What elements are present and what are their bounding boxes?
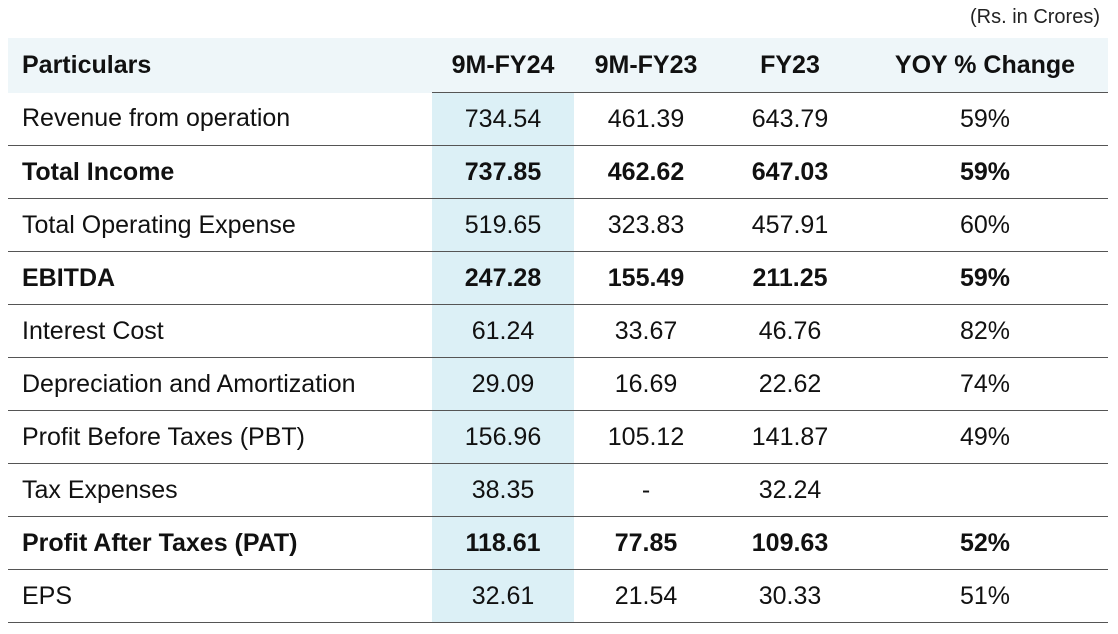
cell-9m-fy24: 247.28 <box>432 251 574 305</box>
cell-9m-fy23: 33.67 <box>574 304 718 358</box>
cell-9m-fy23: 323.83 <box>574 198 718 252</box>
row-label: Profit Before Taxes (PBT) <box>8 410 432 464</box>
cell-fy23: 32.24 <box>718 463 862 517</box>
cell-9m-fy23: 105.12 <box>574 410 718 464</box>
cell-yoy: 74% <box>862 357 1108 411</box>
cell-9m-fy23: 462.62 <box>574 145 718 199</box>
cell-yoy <box>862 463 1108 517</box>
cell-yoy: 59% <box>862 92 1108 146</box>
header-yoy-change: YOY % Change <box>862 38 1108 93</box>
cell-9m-fy23: 16.69 <box>574 357 718 411</box>
cell-fy23: 457.91 <box>718 198 862 252</box>
table-row: Total Operating Expense 519.65 323.83 45… <box>8 198 1108 252</box>
cell-9m-fy24: 38.35 <box>432 463 574 517</box>
row-label: EPS <box>8 569 432 623</box>
row-label: Profit After Taxes (PAT) <box>8 516 432 570</box>
cell-fy23: 647.03 <box>718 145 862 199</box>
cell-9m-fy24: 61.24 <box>432 304 574 358</box>
cell-fy23: 46.76 <box>718 304 862 358</box>
header-9m-fy24: 9M-FY24 <box>432 38 574 93</box>
cell-9m-fy24: 734.54 <box>432 92 574 146</box>
cell-9m-fy24: 737.85 <box>432 145 574 199</box>
row-label: Depreciation and Amortization <box>8 357 432 411</box>
cell-9m-fy23: 461.39 <box>574 92 718 146</box>
cell-fy23: 30.33 <box>718 569 862 623</box>
cell-yoy: 49% <box>862 410 1108 464</box>
row-label: Interest Cost <box>8 304 432 358</box>
cell-9m-fy24: 156.96 <box>432 410 574 464</box>
cell-9m-fy24: 118.61 <box>432 516 574 570</box>
cell-yoy: 51% <box>862 569 1108 623</box>
cell-fy23: 643.79 <box>718 92 862 146</box>
header-particulars: Particulars <box>8 38 432 93</box>
table-row: EPS 32.61 21.54 30.33 51% <box>8 569 1108 623</box>
cell-9m-fy23: 77.85 <box>574 516 718 570</box>
table-row: Total Income 737.85 462.62 647.03 59% <box>8 145 1108 199</box>
cell-yoy: 60% <box>862 198 1108 252</box>
header-9m-fy23: 9M-FY23 <box>574 38 718 93</box>
unit-note: (Rs. in Crores) <box>969 6 1100 28</box>
cell-9m-fy24: 32.61 <box>432 569 574 623</box>
row-label: EBITDA <box>8 251 432 305</box>
header-fy23: FY23 <box>718 38 862 93</box>
cell-9m-fy24: 29.09 <box>432 357 574 411</box>
cell-9m-fy23: 155.49 <box>574 251 718 305</box>
cell-fy23: 211.25 <box>718 251 862 305</box>
cell-fy23: 141.87 <box>718 410 862 464</box>
cell-yoy: 59% <box>862 145 1108 199</box>
row-label: Total Income <box>8 145 432 199</box>
table-row: Interest Cost 61.24 33.67 46.76 82% <box>8 304 1108 358</box>
table-row: Profit After Taxes (PAT) 118.61 77.85 10… <box>8 516 1108 570</box>
cell-9m-fy23: 21.54 <box>574 569 718 623</box>
row-label: Tax Expenses <box>8 463 432 517</box>
table-row: EBITDA 247.28 155.49 211.25 59% <box>8 251 1108 305</box>
cell-9m-fy24: 519.65 <box>432 198 574 252</box>
cell-9m-fy23: - <box>574 463 718 517</box>
table-row: Depreciation and Amortization 29.09 16.6… <box>8 357 1108 411</box>
cell-yoy: 59% <box>862 251 1108 305</box>
row-label: Revenue from operation <box>8 92 432 146</box>
financial-table: Particulars 9M-FY24 9M-FY23 FY23 YOY % C… <box>8 38 1108 623</box>
table-row: Tax Expenses 38.35 - 32.24 <box>8 463 1108 517</box>
table-row: Revenue from operation 734.54 461.39 643… <box>8 92 1108 146</box>
header-row: Particulars 9M-FY24 9M-FY23 FY23 YOY % C… <box>8 38 1108 93</box>
table-row: Profit Before Taxes (PBT) 156.96 105.12 … <box>8 410 1108 464</box>
cell-yoy: 52% <box>862 516 1108 570</box>
cell-fy23: 22.62 <box>718 357 862 411</box>
cell-yoy: 82% <box>862 304 1108 358</box>
cell-fy23: 109.63 <box>718 516 862 570</box>
row-label: Total Operating Expense <box>8 198 432 252</box>
